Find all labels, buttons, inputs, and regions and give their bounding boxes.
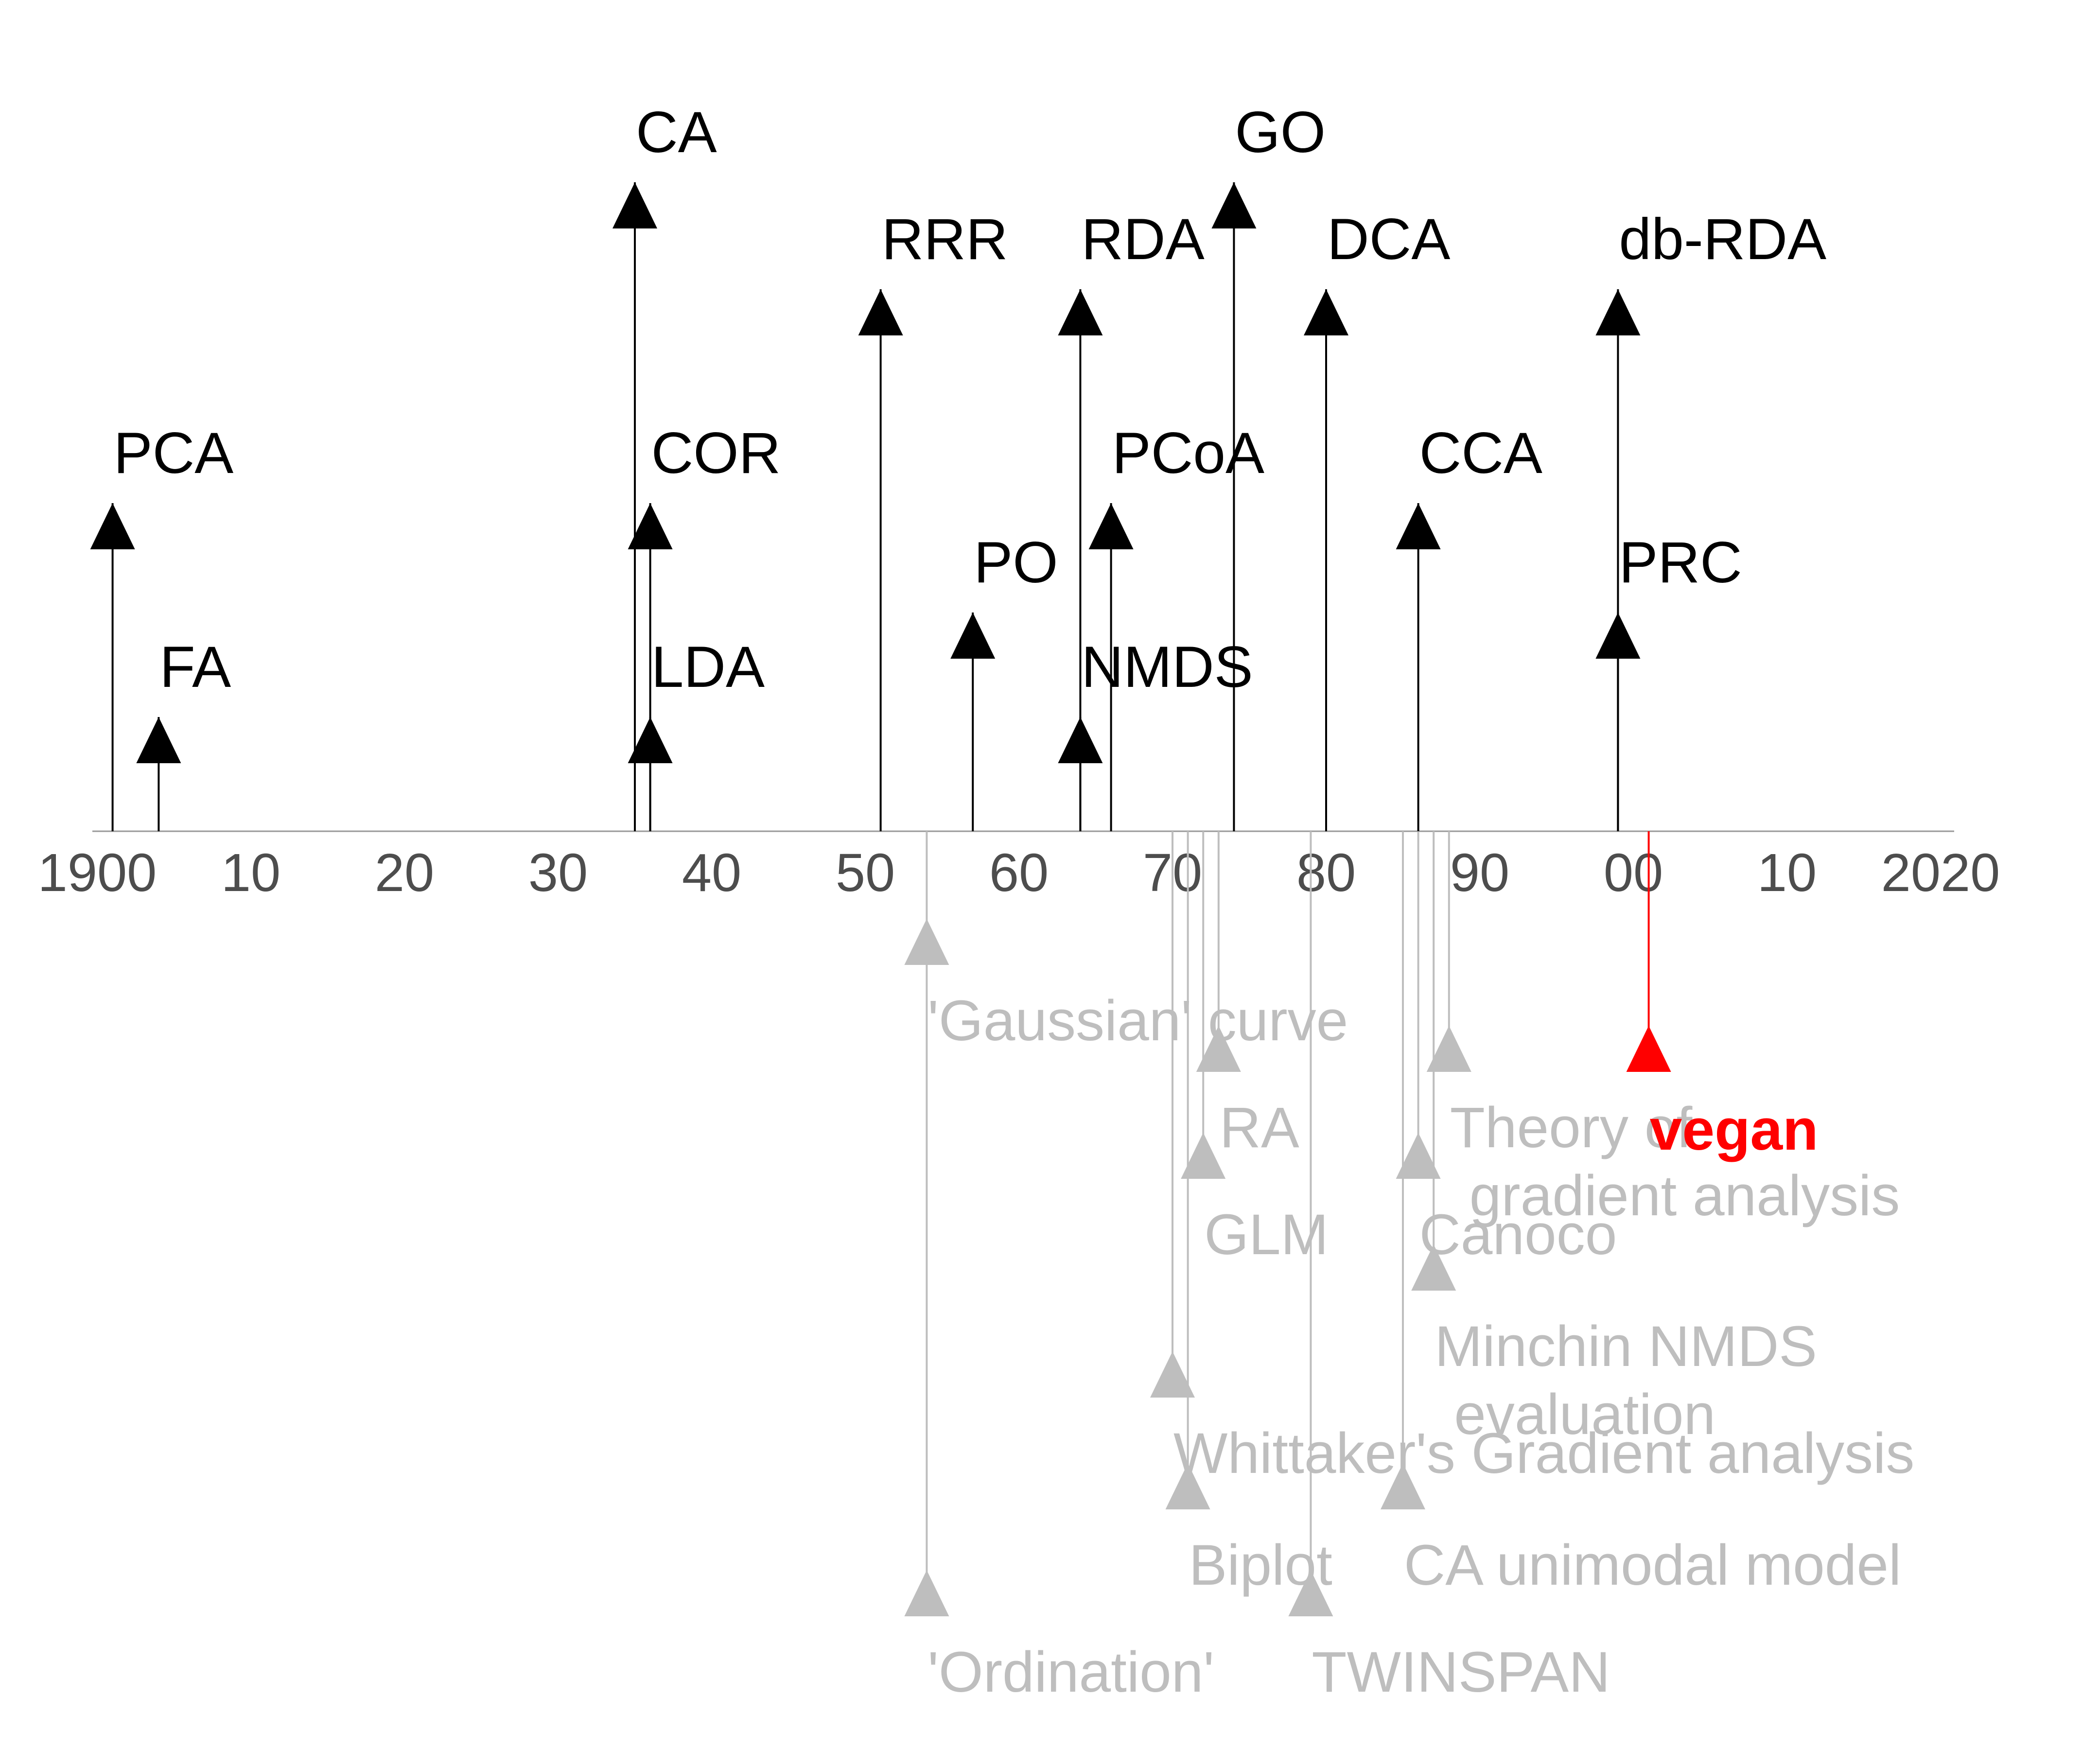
- tick-label: 60: [989, 843, 1049, 903]
- method-label: DCA: [1327, 207, 1450, 272]
- method-label: PO: [974, 530, 1058, 595]
- tick-label: 10: [221, 843, 280, 903]
- method-marker: [1058, 289, 1103, 335]
- context-marker: [1411, 1244, 1456, 1291]
- context-marker: [1426, 1026, 1471, 1072]
- context-label: gradient analysis: [1470, 1164, 1900, 1228]
- method-prc: PRC: [1595, 530, 1742, 831]
- context-label: TWINSPAN: [1312, 1640, 1610, 1704]
- method-marker: [612, 182, 657, 228]
- context-whittaker-s-gradient-analysis: Whittaker's Gradient analysis: [1150, 1351, 1914, 1486]
- method-label: CA: [636, 100, 717, 165]
- method-label: COR: [651, 420, 781, 486]
- tick-label: 80: [1296, 843, 1356, 903]
- method-marker: [1088, 503, 1134, 549]
- highlight-vegan: vegan: [1626, 831, 1819, 1162]
- context-label: CA unimodal model: [1404, 1533, 1901, 1597]
- method-label: FA: [159, 634, 231, 700]
- method-marker: [858, 289, 903, 335]
- context-gaussian-curve: 'Gaussian' curve: [904, 919, 1348, 1053]
- method-marker: [950, 612, 996, 659]
- context-ra: RA: [1196, 1026, 1299, 1160]
- method-nmds: NMDS: [1058, 634, 1253, 831]
- method-label: db-RDA: [1619, 207, 1826, 272]
- method-label: PCoA: [1112, 420, 1264, 486]
- method-marker: [628, 503, 673, 549]
- tick-label: 50: [836, 843, 895, 903]
- method-marker: [1595, 612, 1641, 659]
- context-marker: [904, 1570, 949, 1616]
- method-pca: PCA: [90, 420, 234, 831]
- method-cca: CCA: [1396, 420, 1542, 831]
- tick-label: 20: [375, 843, 434, 903]
- context-ordination: 'Ordination': [904, 1570, 1214, 1704]
- method-label: NMDS: [1081, 634, 1253, 700]
- method-label: LDA: [651, 634, 765, 700]
- method-marker: [1304, 289, 1348, 335]
- context-label: RA: [1220, 1096, 1299, 1160]
- tick-label: 00: [1604, 843, 1663, 903]
- context-marker: [1396, 1133, 1441, 1179]
- context-marker: [1150, 1351, 1195, 1398]
- method-label: CCA: [1419, 420, 1542, 486]
- method-go: GO: [1211, 100, 1326, 831]
- method-fa: FA: [136, 634, 231, 831]
- method-marker: [1595, 289, 1641, 335]
- context-label: Minchin NMDS: [1435, 1314, 1817, 1379]
- tick-label: 40: [682, 843, 741, 903]
- method-marker: [628, 717, 673, 763]
- tick-label: 2020: [1881, 843, 2000, 903]
- highlight-marker: [1626, 1026, 1671, 1072]
- method-marker: [136, 717, 181, 763]
- tick-label: 1900: [38, 843, 157, 903]
- context-label: 'Gaussian' curve: [928, 989, 1348, 1053]
- tick-label: 10: [1757, 843, 1817, 903]
- context-twinspan: TWINSPAN: [1288, 1570, 1610, 1704]
- context-marker: [904, 919, 949, 965]
- context-label: Canoco: [1419, 1203, 1617, 1267]
- context-label: 'Ordination': [928, 1640, 1214, 1704]
- method-marker: [1058, 717, 1103, 763]
- tick-label: 30: [528, 843, 588, 903]
- highlight-label: vegan: [1650, 1097, 1819, 1162]
- method-label: GO: [1235, 100, 1326, 165]
- context-marker: [1181, 1133, 1226, 1179]
- method-po: PO: [950, 530, 1058, 831]
- context-glm: GLM: [1181, 1133, 1329, 1267]
- context-marker: [1288, 1570, 1333, 1616]
- method-ca: CA: [612, 100, 717, 831]
- context-label: Theory of: [1450, 1096, 1693, 1160]
- highlight-event: vegan: [1626, 831, 1819, 1162]
- method-label: PCA: [114, 420, 234, 486]
- tick-label: 90: [1450, 843, 1509, 903]
- context-canoco: Canoco: [1396, 1133, 1617, 1267]
- method-lda: LDA: [628, 634, 765, 831]
- method-label: RDA: [1081, 207, 1204, 272]
- method-marker: [1396, 503, 1441, 549]
- method-db-rda: db-RDA: [1595, 207, 1826, 831]
- timeline-axis: 1900 10 20 30 40 50 60 70 80 90 00 10 2020: [38, 830, 2000, 903]
- context-label: Whittaker's Gradient analysis: [1173, 1421, 1914, 1486]
- method-dca: DCA: [1304, 207, 1450, 831]
- context-marker: [1381, 1463, 1425, 1509]
- context-events: 'Gaussian' curve 'Ordination' RA GLM Whittak…: [904, 831, 1914, 1704]
- method-label: PRC: [1619, 530, 1742, 595]
- method-rrr: RRR: [858, 207, 1008, 831]
- method-marker: [90, 503, 135, 549]
- method-label: RRR: [882, 207, 1008, 272]
- method-marker: [1211, 182, 1257, 228]
- context-marker: [1196, 1026, 1241, 1072]
- context-label: evaluation: [1454, 1382, 1715, 1447]
- context-label: GLM: [1204, 1203, 1329, 1267]
- context-ca-unimodal-model: CA unimodal model: [1381, 1463, 1901, 1597]
- method-pcoa: PCoA: [1088, 420, 1264, 831]
- context-marker: [1165, 1463, 1210, 1509]
